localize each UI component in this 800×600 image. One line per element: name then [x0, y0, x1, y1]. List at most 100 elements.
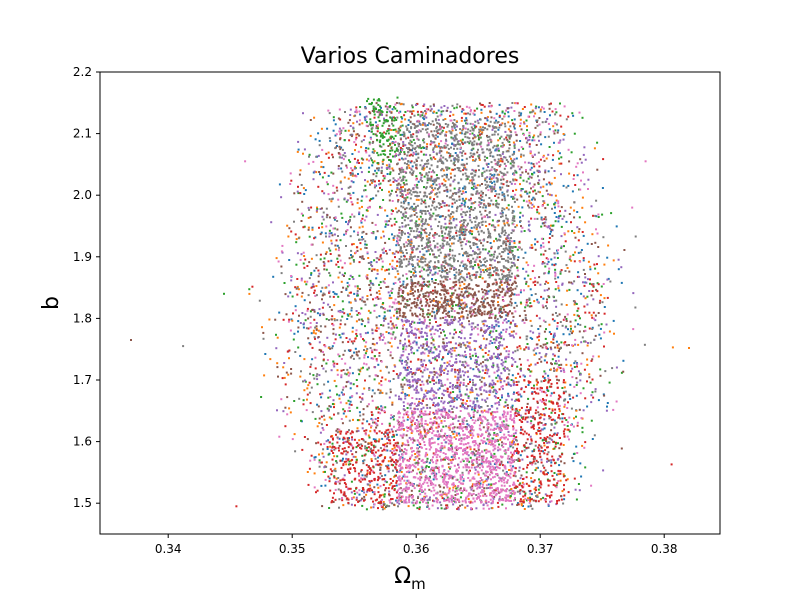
data-point: [533, 189, 536, 192]
data-point: [349, 396, 352, 399]
data-point: [502, 270, 505, 273]
data-point: [567, 328, 569, 331]
data-point: [562, 369, 565, 372]
data-point: [557, 405, 560, 408]
data-point: [343, 474, 346, 477]
data-point: [442, 341, 445, 344]
data-point: [334, 248, 337, 251]
data-point: [382, 179, 385, 182]
data-point: [422, 399, 425, 402]
data-point: [574, 325, 577, 328]
data-point: [555, 199, 558, 202]
data-point: [426, 431, 429, 434]
data-point: [354, 251, 357, 254]
data-point: [327, 193, 330, 196]
data-point: [420, 176, 423, 179]
data-point: [294, 286, 297, 289]
data-point: [426, 504, 429, 507]
data-point: [533, 347, 536, 350]
data-point: [334, 480, 337, 483]
data-point: [334, 123, 337, 126]
data-point: [556, 473, 558, 476]
data-point: [539, 429, 542, 432]
data-point: [525, 432, 528, 435]
data-point: [543, 444, 546, 447]
data-point: [356, 427, 359, 430]
data-point: [557, 287, 560, 290]
data-point: [437, 266, 440, 269]
data-point: [349, 301, 352, 304]
data-point: [430, 184, 433, 187]
data-point: [525, 304, 528, 307]
data-point: [406, 110, 409, 112]
data-point: [512, 358, 515, 361]
data-point: [472, 368, 475, 371]
data-point: [345, 440, 347, 443]
data-point: [391, 108, 394, 111]
data-point: [332, 501, 335, 503]
data-point: [385, 286, 388, 288]
data-point: [533, 165, 536, 168]
data-point: [426, 499, 429, 502]
data-point: [370, 411, 373, 414]
data-point: [307, 327, 310, 330]
data-point: [486, 369, 489, 372]
data-point: [423, 186, 425, 189]
data-point: [326, 214, 329, 217]
data-point: [377, 486, 380, 489]
data-point: [350, 491, 353, 494]
data-point: [343, 197, 346, 200]
data-point: [470, 206, 473, 208]
data-point: [587, 178, 590, 181]
data-point: [370, 357, 373, 360]
data-point: [498, 116, 501, 119]
data-point: [440, 420, 443, 422]
data-point: [513, 486, 516, 489]
data-point: [438, 183, 441, 186]
data-point: [570, 221, 572, 224]
data-point: [316, 206, 318, 209]
data-point: [349, 215, 352, 218]
data-point: [468, 142, 471, 145]
data-point: [507, 111, 510, 114]
data-point: [402, 181, 405, 184]
data-point: [524, 497, 527, 500]
data-point: [493, 495, 496, 498]
data-point: [369, 311, 372, 314]
data-point: [560, 162, 563, 165]
data-point: [565, 318, 568, 320]
data-point: [414, 327, 417, 330]
data-point: [402, 443, 405, 446]
data-point: [530, 420, 533, 423]
data-point: [390, 428, 393, 431]
data-point: [428, 461, 431, 464]
data-point: [517, 256, 520, 259]
data-point: [415, 419, 418, 421]
data-point: [445, 226, 448, 229]
data-point: [535, 314, 538, 317]
data-point: [383, 410, 386, 412]
data-point: [555, 484, 558, 487]
data-point: [539, 108, 542, 111]
data-point: [320, 396, 323, 399]
data-point: [532, 185, 535, 188]
data-point: [562, 367, 565, 370]
data-point: [490, 168, 493, 171]
data-point: [309, 301, 311, 304]
data-point: [417, 468, 420, 471]
data-point: [348, 463, 350, 466]
data-point: [443, 105, 446, 107]
data-point: [325, 181, 328, 184]
data-point: [413, 439, 416, 442]
data-point: [445, 255, 448, 258]
data-point: [421, 308, 424, 311]
data-point: [302, 187, 305, 190]
data-point: [505, 471, 508, 474]
data-point: [444, 236, 447, 239]
data-point: [353, 230, 356, 233]
data-point: [462, 187, 464, 190]
data-point: [495, 329, 498, 332]
data-point: [591, 378, 594, 381]
data-point: [493, 117, 496, 120]
data-point: [352, 496, 355, 499]
